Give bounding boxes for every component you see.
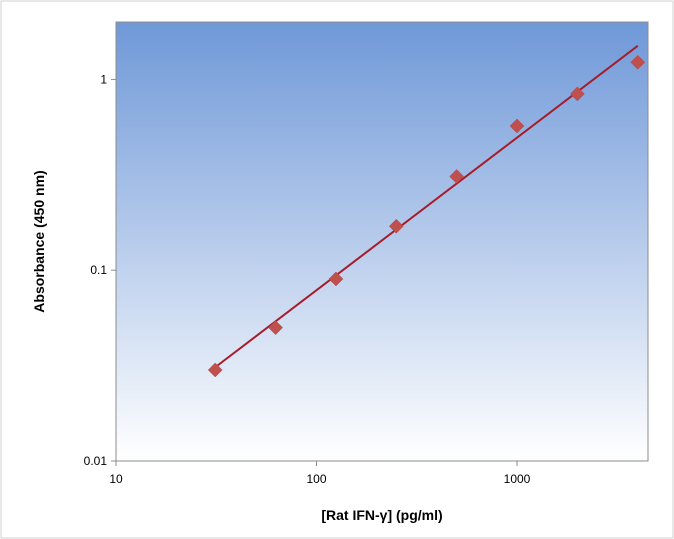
x-axis: 10 100 1000 [109, 461, 531, 486]
x-tick-label: 10 [109, 472, 123, 486]
y-axis: 0.01 0.1 1 [84, 72, 116, 468]
data-point [388, 218, 404, 234]
y-tick-label: 1 [100, 72, 107, 86]
x-tick-label: 1000 [504, 472, 531, 486]
data-point [268, 320, 283, 336]
y-tick-label: 0.1 [90, 263, 107, 277]
data-point [570, 86, 585, 102]
x-axis-title: [Rat IFN-γ] (pg/ml) [321, 507, 442, 523]
x-tick-label: 100 [306, 472, 326, 486]
data-point [630, 54, 646, 70]
y-tick-label: 0.01 [84, 454, 108, 468]
data-point [509, 118, 525, 134]
data-point [328, 271, 344, 287]
data-point [449, 169, 465, 184]
trendline-layer [214, 45, 639, 369]
y-axis-title: Absorbance (450 nm) [31, 170, 47, 312]
data-point [207, 362, 223, 378]
trendline [214, 45, 639, 369]
data-points [207, 54, 646, 378]
